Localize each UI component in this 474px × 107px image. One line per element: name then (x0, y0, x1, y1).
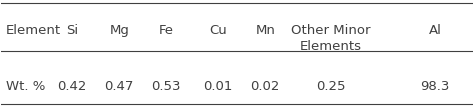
Text: 0.01: 0.01 (203, 80, 233, 93)
Text: Wt. %: Wt. % (6, 80, 46, 93)
Text: 98.3: 98.3 (420, 80, 450, 93)
Text: 0.42: 0.42 (57, 80, 87, 93)
Text: 0.53: 0.53 (152, 80, 181, 93)
Text: 0.25: 0.25 (317, 80, 346, 93)
Text: Other Minor
Elements: Other Minor Elements (292, 24, 371, 53)
Text: Mn: Mn (255, 24, 275, 37)
Text: Cu: Cu (210, 24, 227, 37)
Text: Al: Al (428, 24, 441, 37)
Text: Fe: Fe (159, 24, 174, 37)
Text: Mg: Mg (109, 24, 129, 37)
Text: 0.47: 0.47 (104, 80, 134, 93)
Text: Si: Si (66, 24, 78, 37)
Text: Element: Element (6, 24, 61, 37)
Text: 0.02: 0.02 (251, 80, 280, 93)
